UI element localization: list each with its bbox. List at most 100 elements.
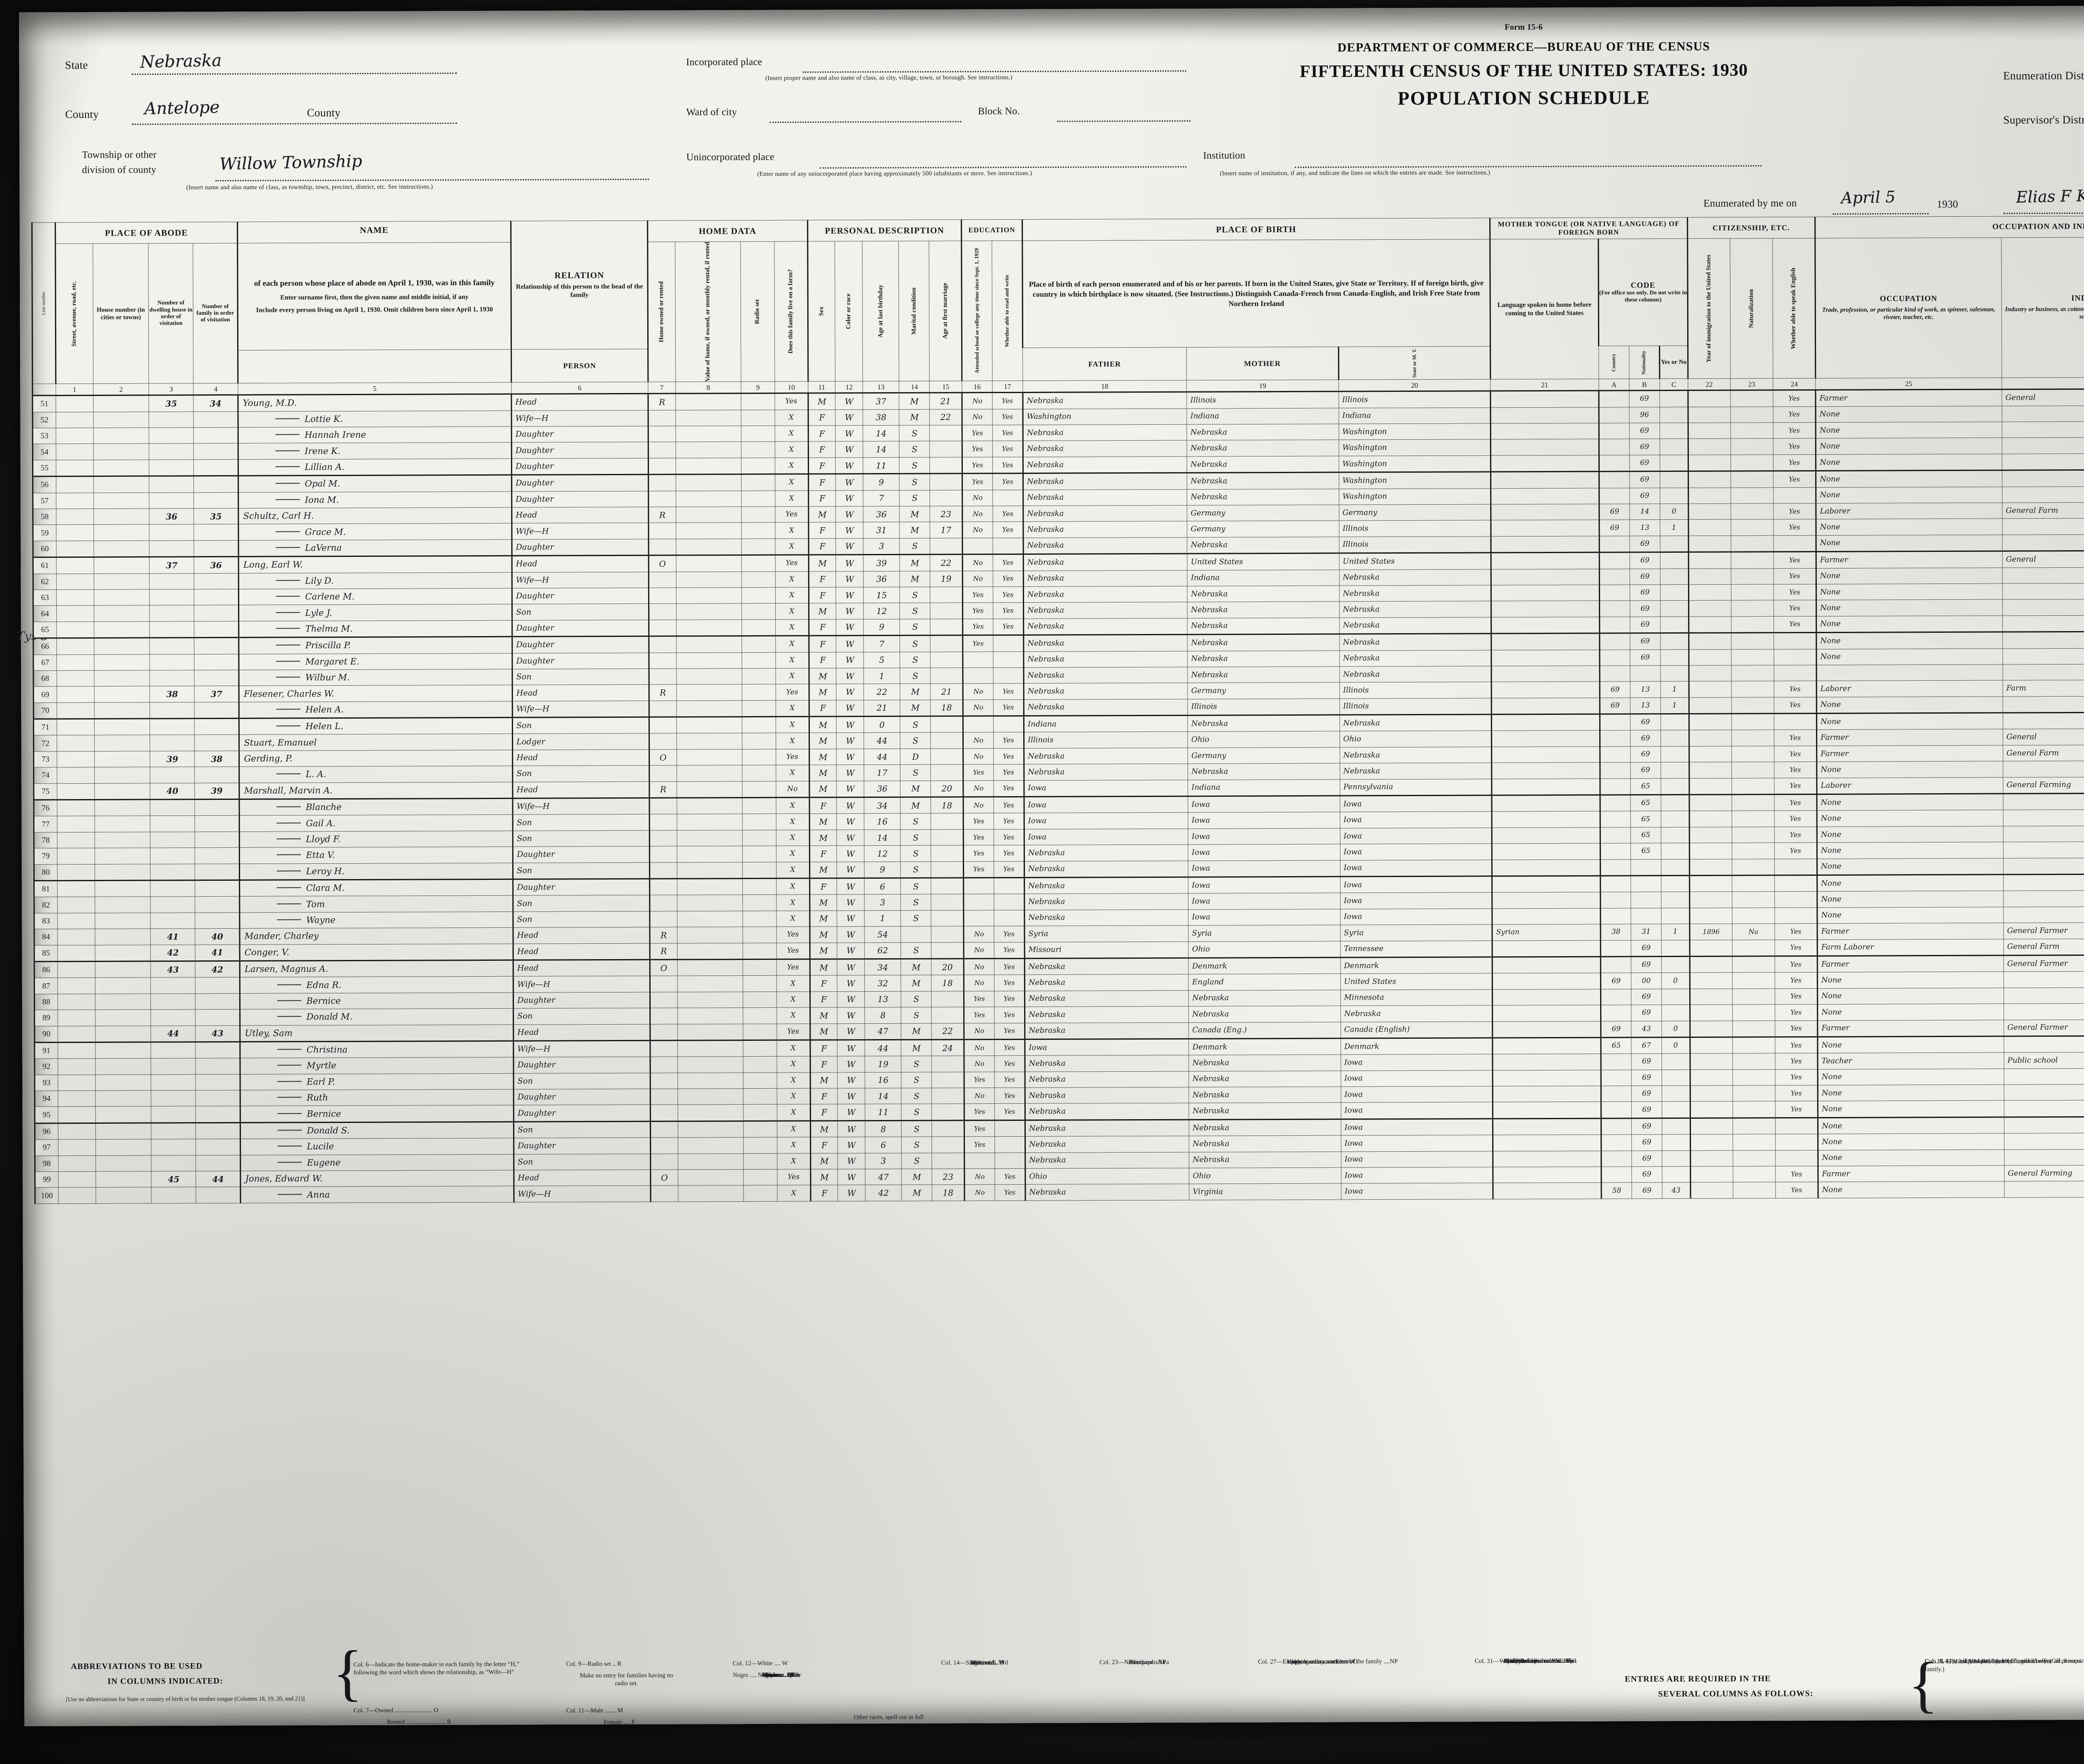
- cell-name: Donald M.: [240, 1008, 513, 1025]
- cell-industry: [2004, 1084, 2084, 1101]
- cell-home-owned: [649, 604, 676, 620]
- cell-birthplace-mother: Iowa: [1340, 1054, 1493, 1071]
- cell-family-number: 34: [193, 395, 238, 412]
- cell-sex: F: [809, 571, 836, 588]
- cell-year-immigration: [1690, 1150, 1733, 1167]
- cell-birthplace-mother: Iowa: [1341, 1183, 1493, 1200]
- cell-home-owned: [649, 895, 677, 912]
- cell-code-nationality: [1659, 407, 1688, 423]
- cell-birthplace-father: Illinois: [1187, 698, 1340, 716]
- cell-home-value: [676, 765, 743, 782]
- cell-speak-english: Yes: [1775, 1053, 1818, 1070]
- cell-family-number: 39: [195, 783, 240, 799]
- cell-house-number: [94, 670, 150, 687]
- cell-read-write: [994, 1136, 1025, 1153]
- cell-occupation: Laborer: [1816, 680, 2003, 697]
- cell-year-immigration: [1688, 390, 1731, 407]
- cell-industry: [2003, 857, 2084, 875]
- cell-code-country: 65: [1630, 794, 1661, 812]
- cell-industry: [2003, 712, 2084, 729]
- cell-speak-english: Yes: [1773, 616, 1816, 633]
- cell-sex: M: [809, 603, 837, 619]
- cell-marital-condition: S: [899, 490, 930, 506]
- cell-marital-condition: S: [899, 603, 930, 619]
- ditto-dash: [277, 1113, 302, 1114]
- cell-speak-english: [1775, 1118, 1818, 1135]
- cell-color-race: W: [836, 506, 863, 523]
- cell-age-first-marriage: 23: [932, 1168, 964, 1185]
- cell-naturalization: [1731, 471, 1773, 488]
- cell-naturalization: [1731, 665, 1774, 682]
- col9-radio: Col. 9—Radio set .. R: [566, 1660, 621, 1668]
- cell-marital-condition: M: [900, 684, 931, 700]
- cell-home-owned: [650, 1185, 678, 1202]
- cell-mother-tongue: [1490, 488, 1599, 504]
- cell-birthplace-person: Nebraska: [1025, 1152, 1190, 1169]
- cell-home-owned: [650, 992, 678, 1008]
- cell-naturalization: [1731, 584, 1774, 601]
- cell-year-immigration: [1688, 423, 1731, 439]
- cell-speak-english: Yes: [1773, 406, 1816, 423]
- cell-home-owned: [649, 911, 677, 927]
- cell-code-country: [1631, 859, 1661, 876]
- cell-home-owned: R: [648, 507, 676, 523]
- ditto-dash: [276, 725, 301, 727]
- row-line-number: 52: [33, 412, 56, 428]
- cell-occupation: Farmer: [1816, 729, 2003, 746]
- column-number-5: 5: [238, 382, 511, 395]
- cell-street: [58, 961, 95, 978]
- cell-birthplace-person: Nebraska: [1024, 974, 1189, 991]
- cell-birthplace-father: Nebraska: [1187, 536, 1339, 554]
- cell-name: Mander, Charley: [240, 927, 513, 945]
- group-personal-description: PERSONAL DESCRIPTION: [807, 219, 962, 242]
- cell-read-write: Yes: [994, 1022, 1025, 1040]
- cell-code-state-mt: [1600, 811, 1631, 827]
- cell-family-number: 42: [195, 961, 240, 978]
- cell-sex: F: [809, 797, 837, 814]
- home-value-label: Value of home, if owned, or monthly rent…: [704, 242, 711, 382]
- cell-code-state-mt: [1601, 1070, 1632, 1086]
- cell-mother-tongue: [1493, 1086, 1601, 1102]
- cell-industry: [2004, 1181, 2084, 1198]
- cell-marital-condition: S: [900, 845, 931, 862]
- cell-name: Clara M.: [239, 879, 513, 897]
- cell-birthplace-mother: Nebraska: [1339, 569, 1491, 586]
- row-line-number: 84: [34, 929, 58, 945]
- cell-birthplace-father: Illinois: [1187, 391, 1339, 408]
- cell-marital-condition: S: [901, 910, 932, 927]
- cell-naturalization: [1731, 713, 1774, 730]
- cell-marital-condition: S: [899, 474, 930, 491]
- cell-mother-tongue: [1491, 569, 1600, 585]
- cell-lives-on-farm: X: [775, 668, 809, 684]
- cell-occupation: None: [1816, 584, 2003, 600]
- cell-birthplace-mother: Tennessee: [1340, 940, 1493, 958]
- cell-lives-on-farm: X: [776, 829, 810, 846]
- cell-occupation: None: [1816, 696, 2003, 714]
- cell-radio-set: [743, 1121, 777, 1138]
- cell-age-first-marriage: 23: [930, 506, 962, 522]
- cell-radio-set: [743, 992, 777, 1008]
- cell-dwelling-number: [151, 1187, 196, 1203]
- cell-code-nationality: [1662, 1118, 1691, 1135]
- cell-year-immigration: [1690, 1182, 1733, 1199]
- cell-home-value: [676, 733, 743, 749]
- cell-sex: M: [808, 555, 836, 571]
- cell-marital-condition: M: [902, 1169, 932, 1185]
- cell-year-immigration: [1689, 907, 1732, 924]
- cell-relation: Daughter: [513, 1089, 651, 1105]
- cell-house-number: [93, 540, 150, 557]
- cell-birthplace-father: Indiana: [1188, 779, 1340, 797]
- cell-lives-on-farm: X: [776, 895, 810, 911]
- cell-age-first-marriage: [930, 732, 963, 749]
- cell-home-owned: R: [650, 943, 677, 960]
- cell-speak-english: Yes: [1774, 746, 1817, 762]
- cell-speak-english: Yes: [1775, 1037, 1818, 1054]
- cell-age: 1: [864, 910, 901, 927]
- cell-radio-set: [743, 911, 776, 927]
- township-rule: [215, 178, 649, 182]
- cell-speak-english: Yes: [1775, 1004, 1818, 1021]
- cell-naturalization: [1733, 1101, 1776, 1118]
- cell-home-value: [676, 603, 742, 620]
- cell-name: Larsen, Magnus A.: [240, 960, 513, 977]
- cell-age-first-marriage: 18: [932, 1185, 965, 1201]
